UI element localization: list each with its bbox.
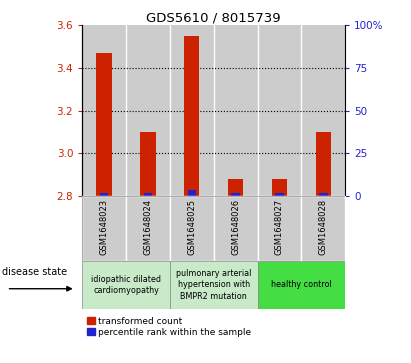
Bar (82, 25, 126, 196)
Bar (170, 25, 214, 196)
Text: pulmonary arterial
hypertension with
BMPR2 mutation: pulmonary arterial hypertension with BMP… (176, 269, 252, 301)
Text: GSM1648026: GSM1648026 (231, 199, 240, 256)
Bar (187, 190, 196, 196)
Bar (100, 193, 109, 196)
Text: disease state: disease state (2, 267, 67, 277)
Text: idiopathic dilated
cardiomyopathy: idiopathic dilated cardiomyopathy (91, 275, 161, 295)
Bar (170, 196, 214, 261)
Bar (82, 196, 126, 261)
Bar (258, 196, 301, 261)
Text: GSM1648025: GSM1648025 (187, 199, 196, 255)
Bar (301, 196, 345, 261)
Bar (214, 25, 258, 196)
Title: GDS5610 / 8015739: GDS5610 / 8015739 (146, 11, 281, 24)
Bar (301, 25, 345, 196)
Text: GSM1648028: GSM1648028 (319, 199, 328, 256)
Bar (126, 196, 170, 261)
Bar (319, 193, 328, 196)
Bar (170, 261, 258, 309)
Legend: transformed count, percentile rank within the sample: transformed count, percentile rank withi… (87, 317, 252, 337)
Text: GSM1648023: GSM1648023 (99, 199, 109, 256)
Text: GSM1648024: GSM1648024 (143, 199, 152, 255)
Bar (258, 25, 301, 196)
Bar (144, 193, 152, 196)
Text: GSM1648027: GSM1648027 (275, 199, 284, 256)
Bar (82, 261, 170, 309)
Bar (140, 132, 156, 196)
Bar (258, 261, 345, 309)
Bar (231, 193, 240, 196)
Bar (272, 179, 287, 196)
Text: healthy control: healthy control (271, 281, 332, 289)
Bar (275, 193, 284, 196)
Bar (228, 179, 243, 196)
Bar (126, 25, 170, 196)
Bar (316, 132, 331, 196)
Bar (97, 53, 112, 196)
Bar (214, 196, 258, 261)
Bar (184, 36, 199, 196)
